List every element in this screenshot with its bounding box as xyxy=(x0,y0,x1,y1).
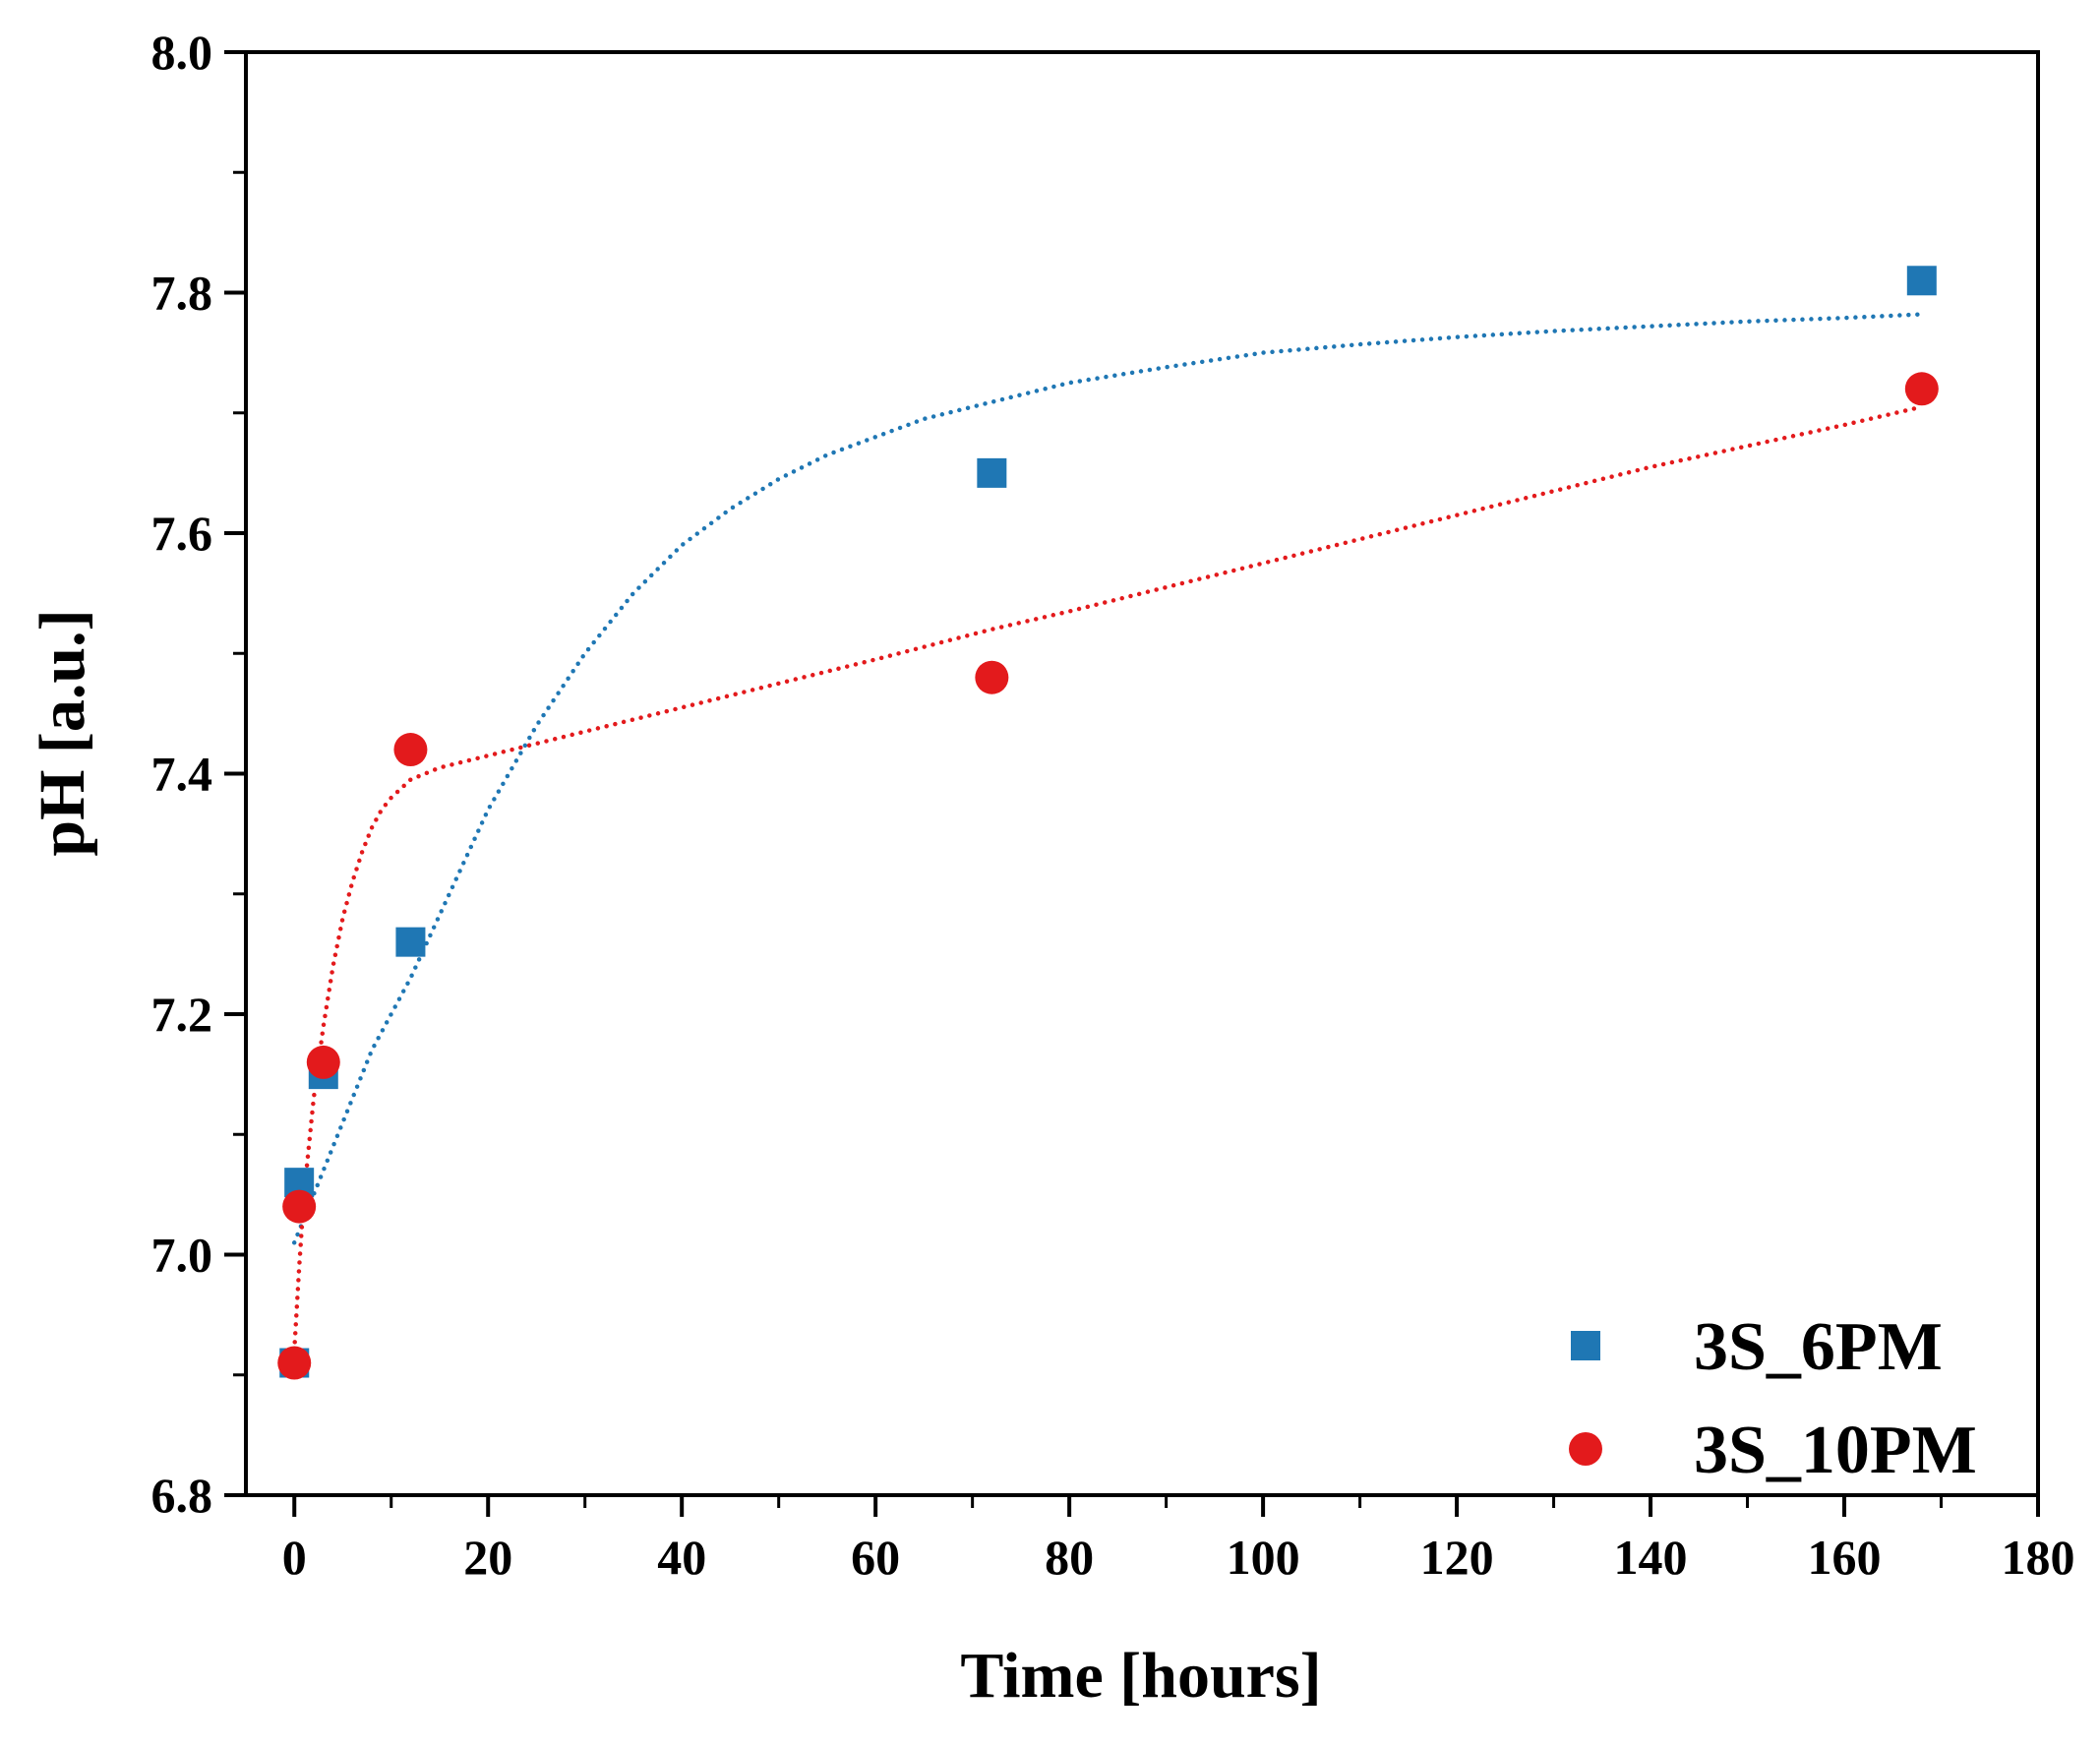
legend-label: 3S_6PM xyxy=(1694,1309,1943,1385)
y-tick-label: 7.6 xyxy=(151,506,213,561)
y-axis-title: pH [a.u.] xyxy=(27,609,98,856)
y-tick-label: 7.8 xyxy=(151,266,213,321)
legend-marker-square xyxy=(1571,1331,1600,1360)
y-tick-label: 7.2 xyxy=(151,987,213,1042)
trend-lines xyxy=(291,312,1925,1354)
y-tick-label: 6.8 xyxy=(151,1468,213,1523)
series-1-point xyxy=(395,927,426,957)
data-markers xyxy=(277,266,1939,1380)
legend-label: 3S_10PM xyxy=(1694,1413,1977,1488)
series-2-point xyxy=(393,733,428,767)
x-tick-label: 80 xyxy=(1045,1530,1094,1585)
trend-line-1 xyxy=(291,312,1925,1245)
x-tick-label: 0 xyxy=(282,1530,307,1585)
x-tick-label: 40 xyxy=(657,1530,706,1585)
x-tick-label: 140 xyxy=(1614,1530,1688,1585)
legend-marker-circle xyxy=(1569,1432,1602,1466)
y-tick-label: 7.4 xyxy=(151,747,213,802)
legend: 3S_6PM 3S_10PM xyxy=(1569,1309,1977,1488)
series-1-point xyxy=(977,457,1007,488)
y-tick-label: 7.0 xyxy=(151,1228,213,1283)
trend-line-2 xyxy=(291,404,1925,1354)
plot-border xyxy=(244,50,2040,1497)
x-tick-label: 180 xyxy=(2002,1530,2075,1585)
x-tick-label: 160 xyxy=(1808,1530,1882,1585)
series-2-point xyxy=(1904,372,1939,406)
x-tick-label: 120 xyxy=(1420,1530,1494,1585)
series-1-point xyxy=(1906,266,1937,296)
y-tick-label: 8.0 xyxy=(151,25,213,80)
series-2-point xyxy=(277,1346,312,1380)
series-2-point xyxy=(975,660,1009,694)
series-2-point xyxy=(282,1189,317,1224)
x-tick-label: 20 xyxy=(463,1530,512,1585)
x-tick-label: 100 xyxy=(1227,1530,1300,1585)
plot-frame xyxy=(244,50,2040,1497)
x-tick-label: 60 xyxy=(851,1530,900,1585)
x-axis-ticks: 0 20 40 60 80 100 120 140 160 180 xyxy=(282,1495,2075,1585)
x-axis-title: Time [hours] xyxy=(960,1640,1321,1712)
series-2-point xyxy=(306,1045,340,1079)
y-axis-ticks: 6.8 7.0 7.2 7.4 7.6 7.8 8.0 xyxy=(151,25,246,1523)
